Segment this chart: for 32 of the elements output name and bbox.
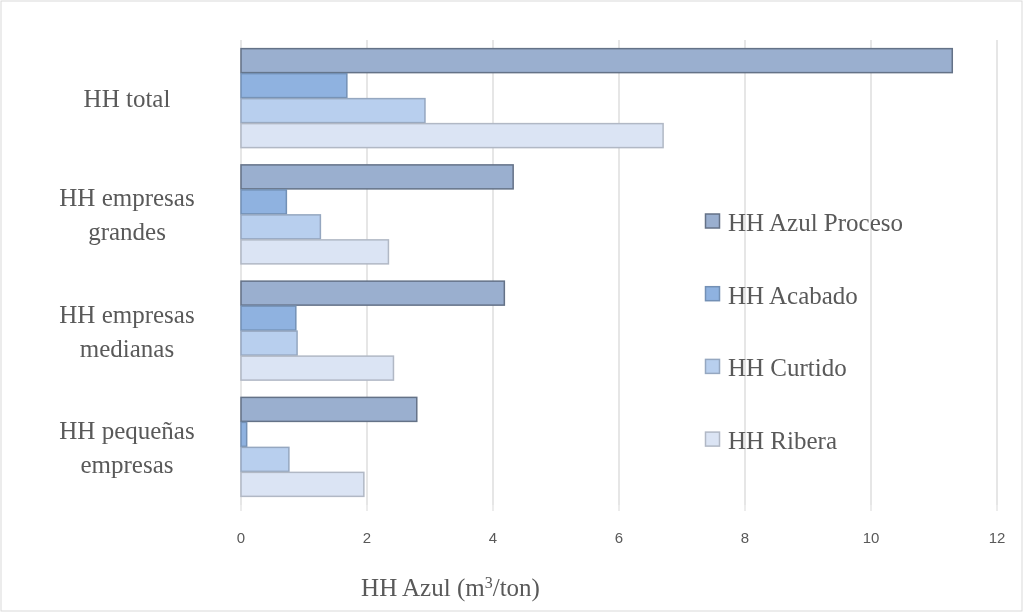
legend-label: HH Ribera [728,427,837,455]
bar [240,280,506,306]
legend-label: HH Curtido [728,354,847,382]
bar [240,355,395,381]
bar [240,47,954,74]
bar [240,164,514,190]
bar [240,471,365,498]
x-tick-label: 4 [488,529,498,546]
x-tick-label: 0 [236,529,246,546]
y-tick-label: HH pequeñas empresas [59,416,195,478]
x-tick-label: 8 [740,529,750,546]
bar [240,446,290,473]
x-tick-label: 2 [362,529,372,546]
legend-label: HH Azul Proceso [728,209,903,236]
legend-label: HH Acabado [728,281,858,309]
bar [240,239,390,265]
bar [240,396,418,423]
bar [240,214,322,240]
x-tick-label: 10 [862,529,880,546]
bar [240,305,297,331]
y-tick-label: HH empresas medianas [59,300,195,362]
x-tick-label: 6 [614,529,624,546]
bar [240,189,288,215]
bar [240,72,348,99]
bar [240,421,248,448]
bar [240,97,426,124]
bar [240,122,664,149]
bar [240,330,298,356]
x-axis-title: HH Azul (m$^{3}$/ton) [361,573,540,602]
y-tick-label: HH total [83,85,171,113]
x-tick-label: 12 [988,529,1006,546]
y-tick-label: HH empresas grandes [59,184,195,246]
